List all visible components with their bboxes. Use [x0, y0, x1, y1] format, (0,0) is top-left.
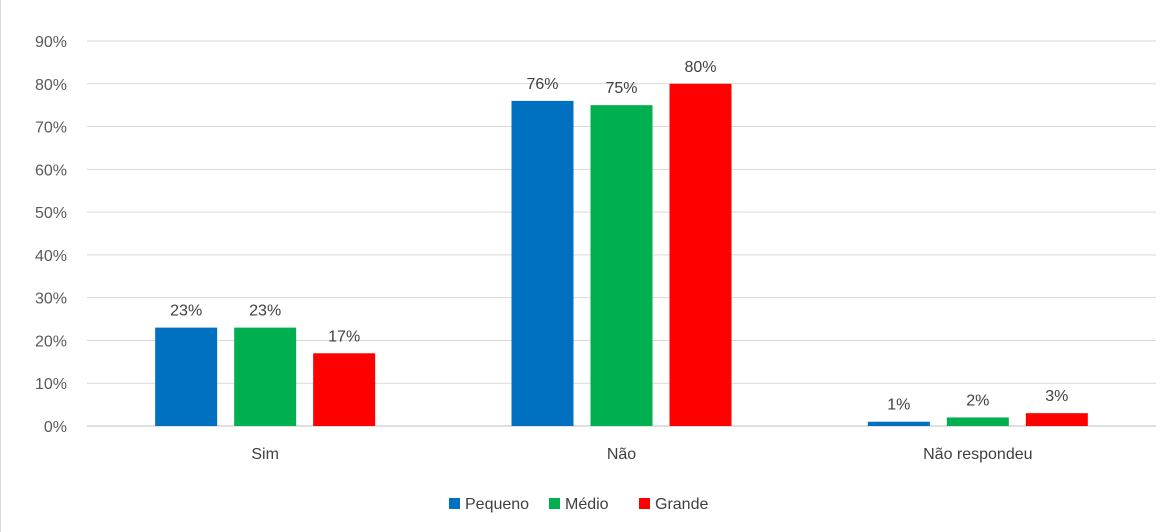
x-category-label: Não respondeu — [923, 446, 1032, 463]
x-category-label: Não — [607, 446, 636, 463]
data-label: 75% — [605, 80, 637, 97]
y-tick-label: 40% — [35, 248, 67, 265]
x-category-label: Sim — [251, 446, 279, 463]
data-label: 2% — [966, 392, 989, 409]
y-tick-label: 60% — [35, 162, 67, 179]
legend-item: Grande — [639, 496, 708, 513]
legend-swatch — [549, 498, 560, 509]
data-label: 76% — [526, 76, 558, 93]
y-tick-label: 90% — [35, 34, 67, 51]
bar — [867, 421, 930, 426]
bar — [155, 327, 218, 426]
bar — [946, 417, 1009, 426]
legend-swatch — [639, 498, 650, 509]
legend-label: Grande — [655, 496, 708, 513]
y-tick-label: 30% — [35, 291, 67, 308]
y-tick-label: 80% — [35, 77, 67, 94]
x-axis-categories: Sim Não Não respondeu — [251, 446, 1032, 463]
data-label: 3% — [1045, 388, 1068, 405]
y-tick-label: 50% — [35, 205, 67, 222]
data-label: 80% — [684, 59, 716, 76]
legend-swatch — [449, 498, 460, 509]
bar — [234, 327, 297, 426]
data-labels: 23% 23% 17% 76% 75% 80% 1% 2% 3% — [170, 59, 1068, 414]
y-tick-label: 10% — [35, 376, 67, 393]
bar — [313, 353, 376, 426]
data-label: 23% — [249, 303, 281, 320]
legend-label: Médio — [565, 496, 609, 513]
legend-item: Médio — [549, 496, 609, 513]
legend-item: Pequeno — [449, 496, 529, 513]
bars — [155, 83, 1088, 427]
y-tick-label: 70% — [35, 120, 67, 137]
legend-label: Pequeno — [465, 496, 529, 513]
legend: Pequeno Médio Grande — [449, 496, 708, 513]
data-label: 23% — [170, 303, 202, 320]
y-tick-label: 20% — [35, 333, 67, 350]
bar — [669, 83, 732, 427]
bar — [590, 105, 653, 427]
data-label: 1% — [887, 397, 910, 414]
y-tick-label: 0% — [44, 419, 67, 436]
bar — [1025, 413, 1088, 426]
data-label: 17% — [328, 328, 360, 345]
bar — [511, 100, 574, 426]
y-axis-ticks: 0% 10% 20% 30% 40% 50% 60% 70% 80% 90% — [35, 34, 67, 436]
